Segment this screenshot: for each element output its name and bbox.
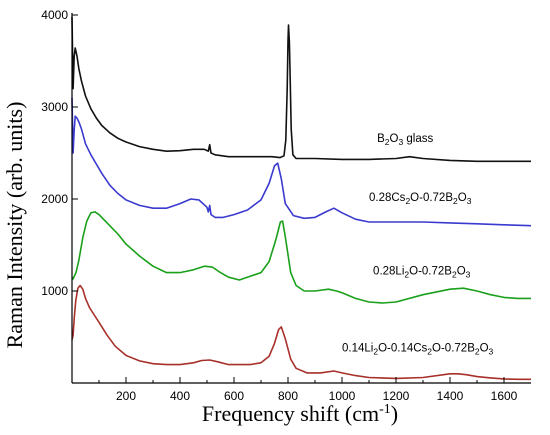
spectrum-line-2 <box>71 97 532 227</box>
x-tick-label: 1600 <box>491 389 518 403</box>
x-tick-label: 1400 <box>437 389 464 403</box>
mixed-glass-label: 0.14Li2O-0.14Cs2O-0.72B2O3 <box>342 343 494 357</box>
x-axis-title: Frequency shift (cm-1) <box>202 401 398 426</box>
y-tick-label: 1000 <box>41 284 68 298</box>
y-tick-label: 4000 <box>41 8 68 22</box>
x-tick-label: 1200 <box>383 389 410 403</box>
y-axis-title: Raman Intensity (arb. units) <box>2 102 27 349</box>
spectrum-line-4 <box>71 284 531 381</box>
x-tick-label: 200 <box>116 389 136 403</box>
y-tick-label: 3000 <box>41 100 68 114</box>
spectrum-line-1 <box>71 16 531 163</box>
x-tick-label: 1000 <box>329 389 356 403</box>
y-tick-label: 2000 <box>41 192 68 206</box>
series-layer <box>71 16 532 381</box>
b2o3-glass-label: B2O3 glass <box>377 133 433 147</box>
axes-layer <box>71 13 531 384</box>
spectrum-line-3 <box>71 211 531 304</box>
li-glass-label: 0.28Li2O-0.72B2O3 <box>373 265 471 279</box>
x-tick-label: 800 <box>278 389 298 403</box>
x-tick-label: 600 <box>224 389 244 403</box>
x-tick-label: 400 <box>170 389 190 403</box>
ticks-layer: 200 400 600 800 1000 1200 1400 1600 1000 2000 3000… <box>41 8 517 403</box>
cs-glass-label: 0.28Cs2O-0.72B2O3 <box>369 192 472 206</box>
annotation-layer: B2O3 glass 0.28Cs2O-0.72B2O3 0.28Li2O-0.72… <box>342 133 494 357</box>
